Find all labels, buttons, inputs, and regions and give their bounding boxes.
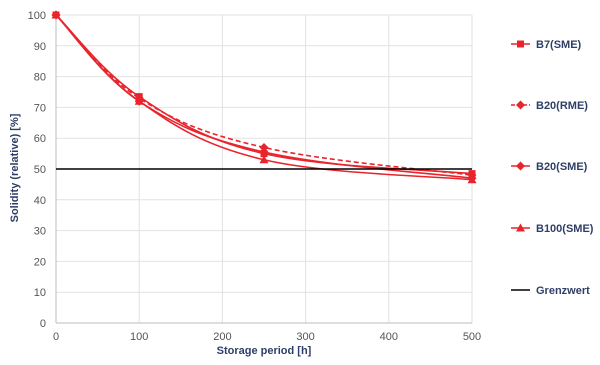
series-b100-sme [51,10,477,184]
legend-marker [516,223,525,232]
legend-marker [516,161,525,171]
y-tick-label: 90 [34,41,46,53]
y-tick-label: 70 [34,102,46,114]
y-axis-title: Solidity (relative) [%] [9,113,21,222]
x-tick-label: 300 [296,331,314,343]
y-tick-label: 0 [40,318,46,330]
y-tick-label: 10 [34,287,46,299]
y-tick-label: 20 [34,256,46,268]
data-point [51,10,61,19]
x-tick-label: 0 [53,331,59,343]
legend-item: B20(SME) [511,161,588,173]
y-tick-label: 60 [34,133,46,145]
x-tick-label: 100 [130,331,148,343]
x-tick-label: 400 [380,331,398,343]
legend-item: B7(SME) [511,39,582,51]
y-tick-label: 100 [28,10,46,22]
data-point [259,155,269,164]
legend-label: B20(SME) [536,161,588,173]
legend-item: B20(RME) [511,100,588,112]
series-group [51,10,477,184]
y-tick-label: 50 [34,164,46,176]
x-axis-ticks: 0 100 200 300 400 500 [53,331,481,343]
y-axis-ticks: 0 10 20 30 40 50 60 70 80 90 100 [28,10,46,330]
y-tick-label: 80 [34,72,46,84]
x-tick-label: 500 [463,331,481,343]
legend-item: Grenzwert [511,285,590,297]
x-tick-label: 200 [213,331,231,343]
series-line [55,14,473,181]
y-tick-label: 30 [34,226,46,238]
legend-marker [516,100,525,110]
y-tick-label: 40 [34,195,46,207]
data-point [259,142,269,152]
data-point [134,96,144,105]
legend-label: Grenzwert [536,285,590,297]
legend-label: B20(RME) [536,100,588,112]
x-axis-title: Storage period [h] [217,345,312,357]
data-point [259,147,269,157]
legend-item: B100(SME) [511,223,594,235]
legend-label: B7(SME) [536,39,582,51]
legend-label: B100(SME) [536,223,594,235]
legend: B7(SME) B20(RME) B20(SME) B100(SME) Grenzwer… [511,39,594,297]
data-point [467,175,477,184]
legend-marker [517,40,524,48]
